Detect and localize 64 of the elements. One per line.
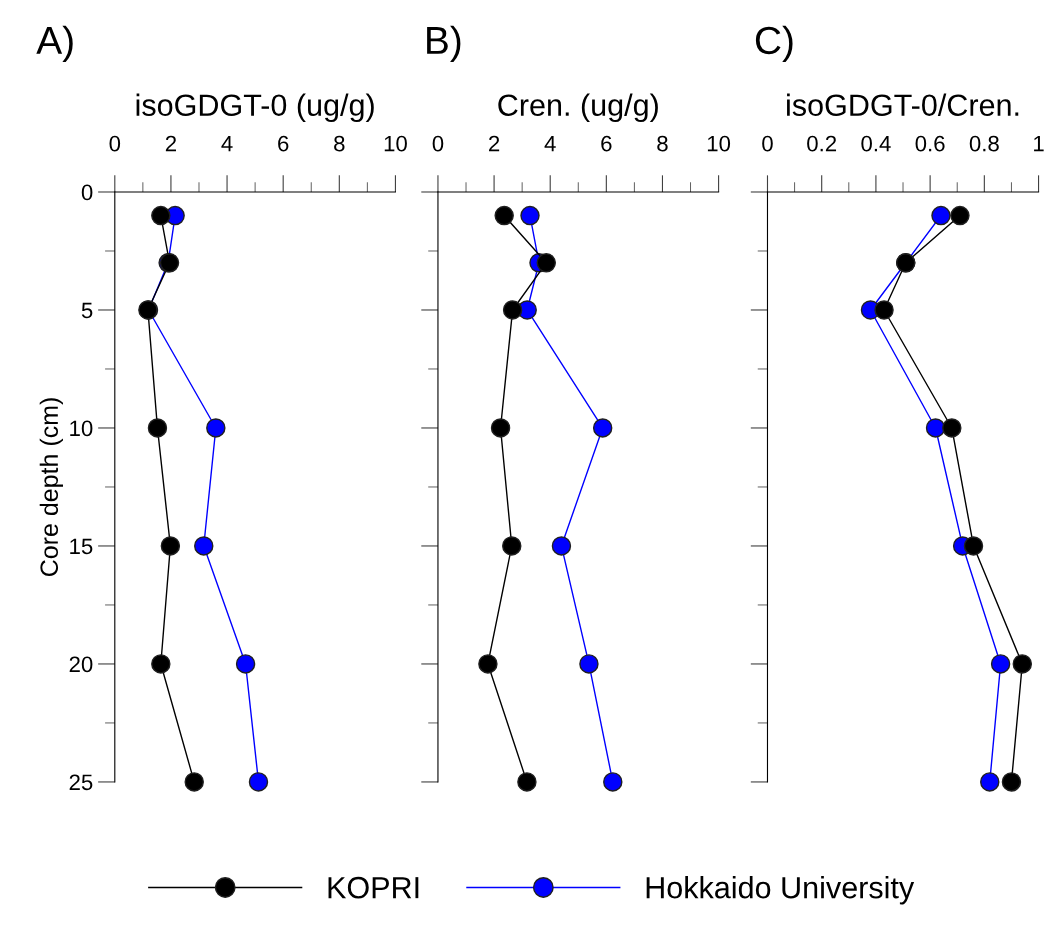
y-tick-label: 15 [70, 538, 93, 555]
y-tick-label: 25 [69, 774, 93, 791]
x-tick-label: 1 [1034, 135, 1044, 152]
x-tick-label: 0 [432, 135, 444, 152]
x-tick-label: 0 [762, 135, 773, 152]
point [963, 536, 984, 556]
y-axis-title: Core depth (cm) [39, 398, 64, 576]
point [490, 418, 511, 438]
x-tick-label: 10 [384, 135, 407, 152]
point [151, 654, 171, 674]
x-tick-label: 10 [707, 135, 731, 152]
point [478, 654, 498, 674]
point [194, 536, 214, 556]
x-axis-title: isoGDGT-0 (ug/g) [136, 93, 374, 123]
x-tick-label: 0 [109, 135, 121, 152]
point [536, 253, 557, 273]
point [160, 536, 181, 556]
legend-label: KOPRI [328, 876, 419, 899]
x-tick-label: 4 [221, 135, 233, 152]
chart-title: A) [36, 25, 73, 62]
point [579, 654, 599, 674]
x-axis-title: isoGDGT-0/Cren. [787, 93, 1019, 117]
point [551, 536, 572, 556]
x-tick-label: 4 [544, 135, 556, 152]
x-tick-label: 8 [657, 135, 668, 152]
point [1001, 772, 1022, 792]
x-tick-label: 2 [489, 135, 500, 152]
point [520, 205, 540, 226]
point [603, 772, 623, 792]
point [950, 205, 970, 226]
x-tick-label: 2 [165, 135, 176, 152]
point [1012, 654, 1033, 674]
point [184, 772, 204, 792]
point [925, 418, 946, 438]
x-tick-label: 0.8 [969, 135, 999, 152]
point [206, 418, 226, 438]
point [502, 536, 522, 556]
y-tick-label: 5 [81, 302, 93, 319]
y-tick-label: 10 [70, 420, 93, 437]
y-tick-label: 20 [69, 656, 93, 673]
point [931, 205, 951, 226]
point [151, 205, 171, 226]
x-tick-label: 6 [278, 135, 289, 152]
chart-title: B) [427, 25, 461, 62]
x-tick-label: 0.2 [807, 135, 837, 152]
x-axis-title: Cren. (ug/g) [498, 93, 658, 123]
point [874, 300, 894, 320]
point [147, 418, 168, 438]
y-tick-label: 0 [81, 184, 93, 201]
chart-title: C) [755, 25, 793, 62]
point [502, 300, 523, 320]
point [990, 654, 1011, 674]
x-tick-label: 8 [334, 135, 345, 152]
point [248, 772, 269, 792]
point [517, 772, 537, 792]
x-tick-label: 6 [601, 135, 612, 152]
point [235, 654, 256, 674]
point [494, 205, 514, 226]
x-tick-label: 0.6 [915, 135, 945, 152]
legend-label: Hokkaido University [646, 876, 915, 905]
point [980, 772, 1000, 792]
x-tick-label: 0.4 [861, 135, 891, 152]
point [592, 418, 613, 438]
point [942, 418, 962, 438]
